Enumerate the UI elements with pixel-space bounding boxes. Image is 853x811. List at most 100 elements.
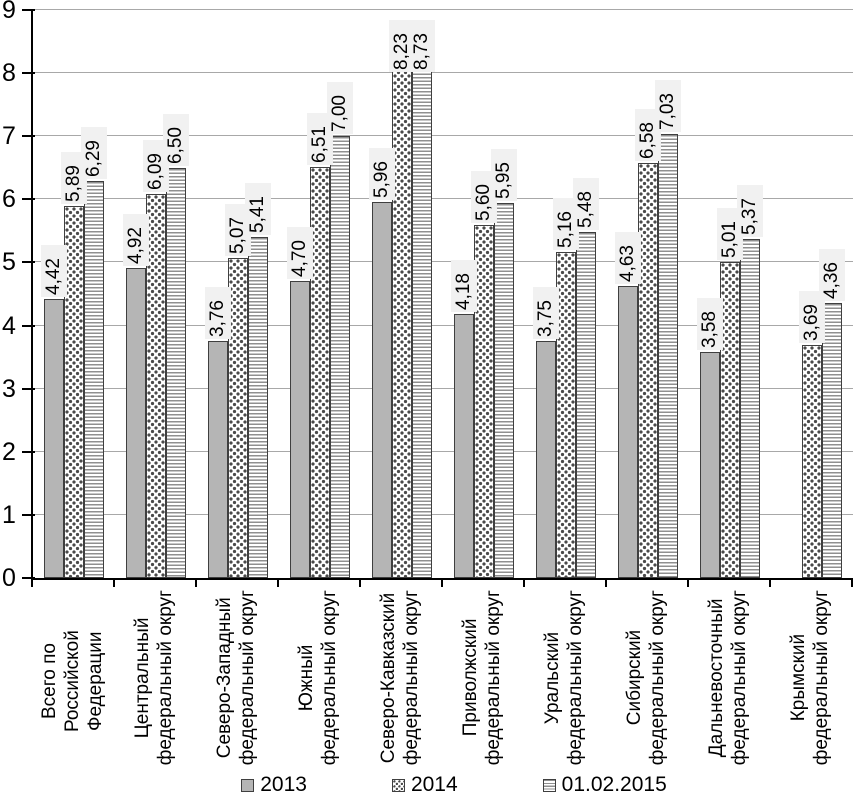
bar-cluster: 5,96 8,23 8,73 <box>369 10 435 578</box>
x-axis-tick <box>605 578 607 587</box>
bar-2013-cat2 <box>126 267 146 578</box>
category-cell-2: Центральный федеральный округ <box>113 590 195 772</box>
bar-value-label: 4,42 <box>41 245 67 298</box>
gridline-4 <box>33 324 853 326</box>
y-axis-labels: 0 1 2 3 4 5 6 7 8 9 <box>2 0 28 592</box>
bar-2013-cat9 <box>700 352 720 578</box>
bar-cluster: 3,58 5,01 5,37 <box>697 10 763 578</box>
bar-value-label: 4,70 <box>287 227 313 280</box>
bar-slot: 4,63 <box>615 10 641 578</box>
plot-area: 4,42 5,89 6,29 4,92 6,09 6,50 3,76 5,07 5,41 4,70… <box>22 9 853 587</box>
gridline-9 <box>33 9 853 10</box>
bar-2013-cat6 <box>454 314 474 578</box>
x-axis-tick <box>687 578 689 587</box>
bar-slot: 6,29 <box>81 10 107 578</box>
bar-value-label: 4,36 <box>819 248 845 301</box>
gridline-1 <box>33 513 853 515</box>
bar-2014-cat2 <box>146 193 166 578</box>
bar-slot: 4,92 <box>123 10 149 578</box>
bar-value-label-wrap: 4,36 <box>819 248 845 301</box>
bar-slot: 8,73 <box>409 10 435 578</box>
y-axis-tick-label: 0 <box>2 564 16 592</box>
bar-value-label: 5,48 <box>573 178 599 231</box>
bar-slot: 4,18 <box>451 10 477 578</box>
bar-value-label-wrap: 4,42 <box>41 245 67 298</box>
y-axis-tick <box>22 72 35 75</box>
category-cell-3: Северо-Западный федеральный округ <box>195 590 277 772</box>
x-axis-tick <box>769 578 771 587</box>
legend-label: 2014 <box>410 773 458 796</box>
category-cell-8: Сибирский федеральный округ <box>605 590 687 772</box>
bar-cluster: 4,63 6,58 7,03 <box>615 10 681 578</box>
category-label-10: Крымский федеральный округ <box>788 590 832 766</box>
bar-2014-cat9 <box>720 261 740 578</box>
category-group-4: 4,70 6,51 7,00 <box>279 10 361 578</box>
y-axis-tick-label: 9 <box>2 0 16 24</box>
bar-value-label: 3,58 <box>697 298 723 351</box>
bar-slot: 4,36 <box>819 10 845 578</box>
category-group-1: 4,42 5,89 6,29 <box>33 10 115 578</box>
x-axis-category-labels: Всего по Российской Федерации Центральный… <box>31 590 851 772</box>
legend-label: 01.02.2015 <box>561 773 667 796</box>
gridline-5 <box>33 261 853 263</box>
y-axis-tick-label: 1 <box>2 500 16 529</box>
bar-2014-cat5 <box>392 58 412 578</box>
bar-value-label-wrap: 5,96 <box>369 147 395 200</box>
bar-slot: 5,16 <box>553 10 579 578</box>
gridline-2 <box>33 450 853 452</box>
y-axis-foot <box>31 578 33 587</box>
y-axis-tick-label: 4 <box>2 311 16 340</box>
y-axis-tick-label: 8 <box>2 59 16 88</box>
bar-slot: 6,09 <box>143 10 169 578</box>
bar-01-02-2015-cat9 <box>740 239 760 578</box>
bar-slot: 3,76 <box>205 10 231 578</box>
gridline-3 <box>33 387 853 389</box>
bar-01-02-2015-cat8 <box>658 134 678 578</box>
y-axis-tick <box>22 513 35 516</box>
bar-value-label-wrap: 3,76 <box>205 286 231 339</box>
bar-value-label: 3,75 <box>533 287 559 340</box>
category-label-2: Центральный федеральный округ <box>132 590 176 766</box>
bar-slot: 5,89 <box>61 10 87 578</box>
bar-value-label-wrap: 5,41 <box>245 182 271 235</box>
y-axis-tick-label: 2 <box>2 437 16 466</box>
bar-2014-cat10 <box>802 345 822 578</box>
gridline-8 <box>33 72 853 74</box>
category-label-7: Уральский федеральный округ <box>542 590 586 766</box>
bar-value-label: 5,95 <box>491 148 517 201</box>
category-cell-6: Приволжский федеральный округ <box>441 590 523 772</box>
category-label-4: Южный федеральный округ <box>296 590 340 766</box>
bar-01-02-2015-cat7 <box>576 232 596 578</box>
bar-value-label-wrap: 6,29 <box>81 127 107 180</box>
y-axis-tick <box>22 198 35 201</box>
bar-value-label-wrap: 4,70 <box>287 227 313 280</box>
bar-2013-cat4 <box>290 281 310 578</box>
bar-01-02-2015-cat3 <box>248 236 268 578</box>
bar-slot: 5,07 <box>225 10 251 578</box>
category-group-7: 3,75 5,16 5,48 <box>525 10 607 578</box>
bar-slot: 3,69 <box>799 10 825 578</box>
bar-cluster: 4,70 6,51 7,00 <box>287 10 353 578</box>
x-axis-tick <box>441 578 443 587</box>
bar-value-label-wrap: 4,63 <box>615 231 641 284</box>
category-label-6: Приволжский федеральный округ <box>460 590 504 766</box>
category-group-10: 3,69 4,36 <box>771 10 853 578</box>
x-axis-tick <box>277 578 279 587</box>
bar-2014-cat6 <box>474 224 494 578</box>
x-axis-tick <box>851 578 853 587</box>
category-label-8: Сибирский федеральный округ <box>624 590 668 766</box>
bar-value-label: 7,00 <box>327 82 353 135</box>
bar-2013-cat1 <box>44 299 64 578</box>
bar-slot: 5,95 <box>491 10 517 578</box>
category-cell-9: Дальневосточный федеральный округ <box>687 590 769 772</box>
bar-2013-cat8 <box>618 285 638 578</box>
bar-value-label-wrap: 8,73 <box>409 20 435 72</box>
bar-slot: 4,42 <box>41 10 67 578</box>
bar-slot: 5,41 <box>245 10 271 578</box>
bar-2014-cat1 <box>64 206 84 578</box>
category-cell-7: Уральский федеральный округ <box>523 590 605 772</box>
bar-value-label: 4,18 <box>451 260 477 313</box>
bar-01-02-2015-cat2 <box>166 167 186 578</box>
legend-item-01-02-2015: 01.02.2015 <box>542 773 667 796</box>
